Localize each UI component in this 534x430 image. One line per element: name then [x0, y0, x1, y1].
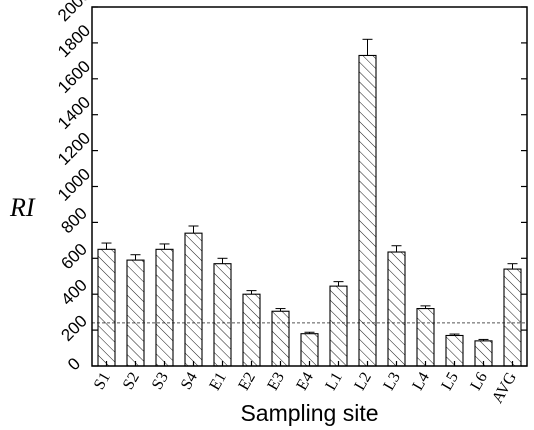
bar-s3: [155, 248, 174, 367]
bars-layer: [92, 38, 527, 367]
x-axis-label: Sampling site: [240, 400, 378, 426]
bar-s1: [97, 248, 116, 367]
y-tick-label: 1800: [54, 21, 94, 61]
bar-e1: [213, 263, 232, 367]
x-tick-label: S4: [178, 370, 201, 393]
y-tick-label: 800: [57, 204, 90, 237]
y-tick-label: 1000: [54, 165, 94, 205]
bar-l4: [416, 308, 435, 367]
x-tick-label: L4: [409, 370, 433, 394]
y-axis-label: RI: [9, 193, 36, 222]
bar-l3: [387, 251, 406, 367]
y-tick-label: 1200: [54, 129, 94, 169]
bar-s4: [184, 232, 203, 367]
x-tick-label: L5: [438, 370, 462, 394]
y-tick-label: 2000: [54, 0, 94, 25]
x-tick-label: E1: [206, 370, 230, 394]
y-tick-label: 600: [57, 240, 90, 273]
bar-s2: [126, 259, 145, 367]
x-tick-label: L6: [467, 370, 491, 394]
x-tick-label: S2: [120, 370, 143, 393]
plot-frame: [91, 6, 528, 367]
bar-l1: [329, 285, 348, 367]
y-tick-label: 0: [64, 354, 84, 374]
y-tick-label: 1400: [54, 93, 94, 133]
bar-e3: [271, 310, 290, 367]
x-tick-label: AVG: [489, 369, 520, 406]
bar-l2: [358, 54, 377, 367]
y-tick-label: 400: [57, 276, 90, 309]
y-tick-label: 1600: [54, 57, 94, 97]
x-tick-label: L1: [322, 370, 346, 394]
y-tick-label: 200: [57, 311, 90, 344]
bar-avg: [503, 268, 522, 367]
x-tick-label: E3: [264, 370, 288, 394]
x-tick-label: E2: [235, 370, 259, 394]
x-tick-label: S3: [149, 370, 172, 393]
x-tick-label: S1: [91, 370, 114, 393]
x-tick-label: L2: [351, 370, 375, 394]
x-tick-label: E4: [293, 370, 317, 394]
x-tick-label: L3: [380, 370, 404, 394]
bar-e2: [242, 293, 261, 367]
